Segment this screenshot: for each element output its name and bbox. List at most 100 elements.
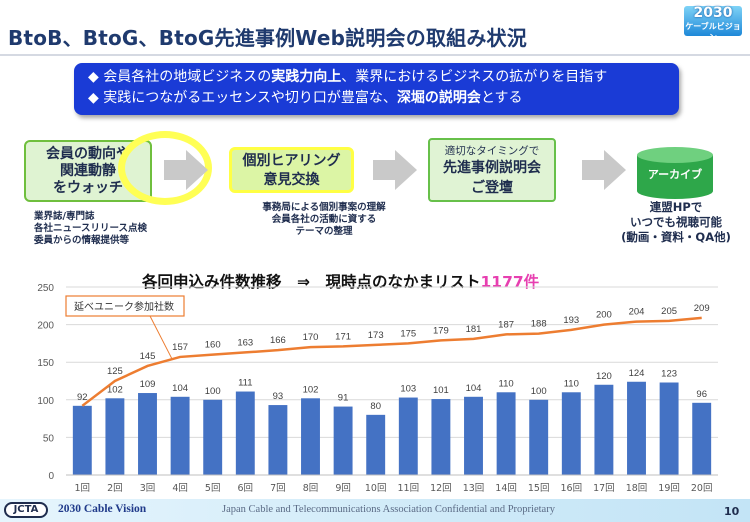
bar xyxy=(692,402,712,475)
x-tick-label: 15回 xyxy=(528,483,550,494)
x-tick-label: 4回 xyxy=(172,483,188,494)
archive-notes: 連盟HPで いつでも視聴可能 (動画・資料・QA他) xyxy=(612,200,740,245)
page-title: BtoB、BtoG、BtoG先進事例Web説明会の取組み状況 xyxy=(8,26,527,50)
x-tick-label: 3回 xyxy=(140,483,156,494)
bar xyxy=(627,381,646,475)
x-tick-label: 9回 xyxy=(335,483,351,494)
legend-callout-pointer xyxy=(149,315,173,360)
x-tick-label: 10回 xyxy=(365,483,387,494)
bar-value-label: 100 xyxy=(205,386,221,397)
bar-value-label: 91 xyxy=(338,393,349,404)
footer: JCTA 2030 Cable Vision Japan Cable and T… xyxy=(0,499,750,522)
x-tick-label: 5回 xyxy=(205,483,221,494)
x-tick-label: 8回 xyxy=(303,483,319,494)
line-value-label: 171 xyxy=(335,331,351,342)
bar-value-label: 111 xyxy=(238,378,252,389)
bar-value-label: 104 xyxy=(466,383,482,394)
step-seminar-line: 先進事例説明会 xyxy=(443,160,541,176)
bar-value-label: 80 xyxy=(370,401,381,412)
page-number: 10 xyxy=(724,505,740,518)
footer-brand: 2030 Cable Vision xyxy=(58,503,147,515)
bar xyxy=(333,406,353,475)
goal-line-1: ◆ 会員各社の地域ビジネスの実践力向上、業界におけるビジネスの拡がりを目指す xyxy=(88,69,608,85)
note-line: 連盟HPで xyxy=(649,200,703,214)
bar-value-label: 120 xyxy=(596,371,612,382)
goal-banner: ◆ 会員各社の地域ビジネスの実践力向上、業界におけるビジネスの拡がりを目指す ◆… xyxy=(74,63,679,115)
x-tick-label: 7回 xyxy=(270,483,286,494)
bar xyxy=(366,414,386,475)
bar xyxy=(464,396,483,475)
line-value-label: 200 xyxy=(596,310,612,321)
bar-value-label: 102 xyxy=(107,384,123,395)
note-line: (動画・資料・QA他) xyxy=(621,230,731,244)
bar-value-label: 124 xyxy=(629,368,645,379)
step-watch-notes: 業界誌/専門誌 各社ニュースリリース点検 委員からの情報提供等 xyxy=(34,211,147,247)
legend-callout-box xyxy=(65,295,185,317)
x-tick-label: 14回 xyxy=(495,483,517,494)
flow-arrow-icon xyxy=(164,150,208,190)
step-seminar-timing: 適切なタイミングで xyxy=(444,145,540,157)
archive-label: アーカイブ xyxy=(647,168,703,181)
bar-value-label: 101 xyxy=(433,385,449,396)
line-value-label: 157 xyxy=(172,342,188,353)
cable-vision-logo: 2030 ケーブルビジョン xyxy=(684,5,742,42)
note-line: いつでも視聴可能 xyxy=(630,215,722,229)
line-value-label: 170 xyxy=(303,332,319,343)
bar-value-label: 110 xyxy=(564,378,579,389)
bar xyxy=(203,399,223,475)
x-tick-label: 16回 xyxy=(561,483,583,494)
line-value-label: 145 xyxy=(140,351,156,362)
bar-value-label: 100 xyxy=(531,386,547,397)
bar xyxy=(170,396,190,475)
step-hearing-line: 意見交換 xyxy=(263,172,320,188)
note-line: 会員各社の活動に資する xyxy=(271,214,377,225)
bar-value-label: 123 xyxy=(661,369,677,380)
archive-database-icon: アーカイブ xyxy=(637,147,713,199)
x-tick-label: 11回 xyxy=(398,483,420,494)
line-value-label: 204 xyxy=(629,307,645,318)
bar-value-label: 96 xyxy=(696,389,707,400)
note-line: テーマの整理 xyxy=(295,226,353,237)
y-tick-label: 150 xyxy=(37,358,54,369)
y-tick-label: 250 xyxy=(37,283,54,294)
x-tick-label: 2回 xyxy=(107,483,123,494)
x-tick-label: 17回 xyxy=(593,483,615,494)
y-tick-label: 100 xyxy=(37,396,54,407)
step-seminar-line: ご登壇 xyxy=(471,180,513,196)
line-value-label: 163 xyxy=(237,337,253,348)
applications-chart: 0 50 100 150 200 250 92 102 109 104 100 111 93 102 91 8… xyxy=(37,283,718,494)
goal-line-2: ◆ 実践につながるエッセンスや切り口が豊富な、深堀の説明会とする xyxy=(88,90,523,106)
bar xyxy=(496,392,516,475)
note-line: 業界誌/専門誌 xyxy=(34,211,95,222)
line-value-label: 193 xyxy=(563,315,579,326)
line-value-label: 187 xyxy=(498,319,514,330)
line-value-label: 125 xyxy=(107,366,123,377)
x-tick-label: 20回 xyxy=(691,483,713,494)
line-value-label: 188 xyxy=(531,319,547,330)
step-watch-line: をウォッチ xyxy=(53,180,123,196)
flow-arrow-icon xyxy=(373,150,417,190)
footer-confidential: Japan Cable and Telecommunications Assoc… xyxy=(222,504,555,515)
x-tick-label: 18回 xyxy=(626,483,648,494)
note-line: 各社ニュースリリース点検 xyxy=(34,223,148,234)
bar xyxy=(398,397,418,475)
y-tick-label: 50 xyxy=(43,433,55,444)
bar xyxy=(594,384,614,475)
x-tick-label: 19回 xyxy=(658,483,680,494)
line-value-label: 166 xyxy=(270,335,286,346)
logo-year: 2030 xyxy=(693,5,733,21)
bar xyxy=(301,398,320,475)
legend-label: 延べユニーク参加社数 xyxy=(74,300,174,313)
bar-value-label: 103 xyxy=(400,384,416,395)
flow-arrow-icon xyxy=(582,150,626,190)
step-hearing-line: 個別ヒアリング xyxy=(242,153,341,169)
y-tick-label: 0 xyxy=(48,471,54,482)
bar xyxy=(105,398,125,475)
logo-subtitle: ケーブルビジョン xyxy=(685,22,741,42)
bar xyxy=(529,399,549,475)
step-seminar-box: 適切なタイミングで 先進事例説明会 ご登壇 xyxy=(428,138,556,202)
title-divider xyxy=(0,54,750,56)
x-tick-label: 12回 xyxy=(430,483,452,494)
x-tick-label: 6回 xyxy=(238,483,254,494)
